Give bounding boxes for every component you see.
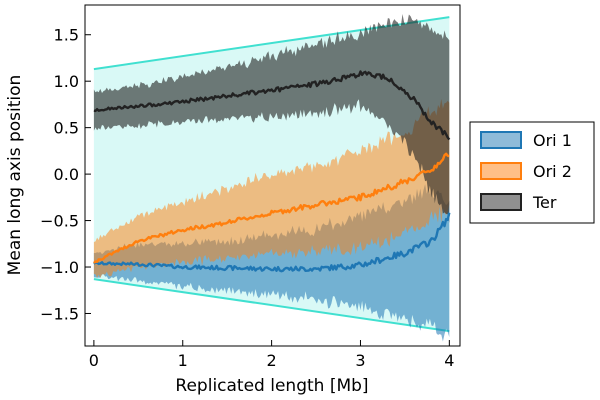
y-tick-label-1: −1.0 — [40, 258, 79, 277]
legend-label-ori-2: Ori 2 — [533, 162, 572, 181]
y-tick-label-4: 0.5 — [54, 119, 79, 138]
y-tick-label-2: −0.5 — [40, 212, 79, 231]
y-axis-label: Mean long axis position — [5, 75, 25, 276]
x-tick-label-2: 2 — [267, 351, 277, 370]
axes-frame — [84, 4, 461, 347]
mean-line-ter — [93, 70, 451, 141]
legend-swatch-ori-1 — [480, 131, 522, 149]
mean-line-ori-2 — [93, 152, 450, 264]
x-axis-label: Replicated length [Mb] — [175, 376, 368, 396]
y-tick-label-5: 1.0 — [54, 72, 79, 91]
legend-label-ori-1: Ori 1 — [533, 131, 572, 150]
axes: 0 1 2 3 4 −1.5 −1.0 −0.5 0.0 0.5 1.0 1.5 — [40, 4, 461, 370]
x-tick-label-1: 1 — [178, 351, 188, 370]
mean-line-ori-1 — [93, 212, 451, 273]
x-tick-label-3: 3 — [355, 351, 365, 370]
x-tick-label-0: 0 — [89, 351, 99, 370]
series-layer — [93, 14, 451, 342]
legend-label-ter: Ter — [532, 193, 557, 212]
envelope-lower-line — [93, 278, 450, 333]
band-ori-2 — [93, 98, 450, 279]
legend: Ori 1 Ori 2 Ter — [469, 121, 595, 224]
y-tick-label-6: 1.5 — [54, 26, 79, 45]
band-ter — [93, 14, 450, 223]
y-tick-label-3: 0.0 — [54, 165, 79, 184]
legend-swatch-ori-2 — [480, 162, 522, 180]
legend-swatch-ter — [480, 193, 522, 211]
y-tick-label-0: −1.5 — [40, 304, 79, 323]
x-tick-label-4: 4 — [444, 351, 454, 370]
